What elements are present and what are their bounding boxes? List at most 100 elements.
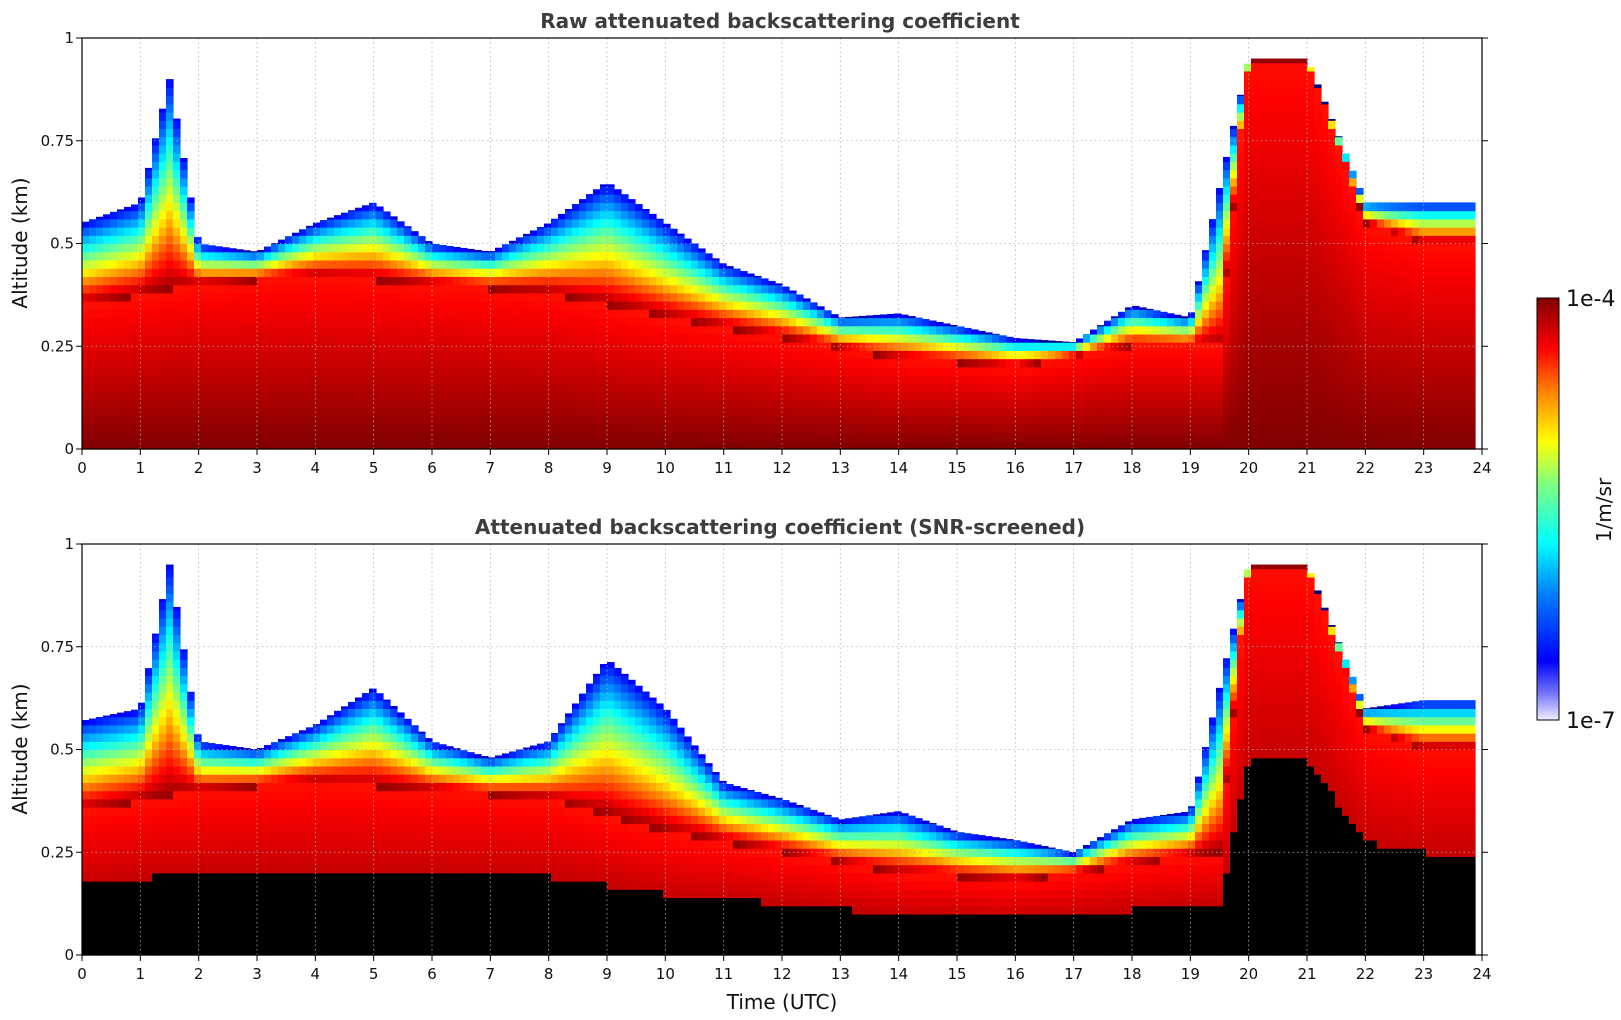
- heatmap-cell: [278, 333, 286, 343]
- heatmap-cell: [89, 235, 97, 245]
- heatmap-cell: [1293, 218, 1301, 228]
- heatmap-cell: [313, 333, 321, 343]
- heatmap-cell: [1349, 309, 1357, 319]
- heatmap-cell: [1223, 383, 1231, 393]
- heatmap-cell: [341, 432, 349, 442]
- heatmap-cell: [964, 366, 972, 376]
- heatmap-cell: [145, 432, 153, 442]
- heatmap-cell: [271, 350, 279, 360]
- heatmap-cell: [558, 251, 566, 261]
- heatmap-cell: [404, 375, 412, 384]
- heatmap-cell: [264, 383, 272, 393]
- heatmap-cell: [1258, 153, 1266, 162]
- heatmap-cell: [306, 276, 314, 286]
- heatmap-cell: [628, 218, 636, 228]
- heatmap-cell: [880, 325, 888, 335]
- heatmap-cell: [593, 227, 601, 236]
- heatmap-cell: [376, 440, 384, 450]
- heatmap-cell: [579, 366, 587, 376]
- heatmap-cell: [516, 268, 524, 277]
- heatmap-cell: [264, 424, 272, 434]
- heatmap-cell: [663, 301, 671, 310]
- heatmap-cell: [1349, 383, 1357, 393]
- heatmap-cell: [250, 440, 258, 450]
- heatmap-cell: [894, 317, 902, 327]
- heatmap-cell: [1321, 366, 1329, 376]
- heatmap-cell: [1265, 276, 1273, 286]
- heatmap-cell: [747, 325, 755, 335]
- heatmap-cell: [1041, 366, 1049, 376]
- heatmap-cell: [873, 440, 881, 450]
- heatmap-cell: [1293, 407, 1301, 417]
- heatmap-cell: [1272, 153, 1280, 162]
- heatmap-cell: [292, 235, 300, 245]
- heatmap-cell: [572, 251, 580, 261]
- heatmap-cell: [1111, 432, 1119, 442]
- heatmap-cell: [1153, 333, 1161, 343]
- heatmap-cell: [264, 407, 272, 417]
- heatmap-cell: [1062, 416, 1070, 425]
- heatmap-cell: [789, 375, 797, 384]
- heatmap-cell: [1279, 440, 1287, 450]
- heatmap-cell: [278, 276, 286, 286]
- heatmap-cell: [586, 251, 594, 261]
- heatmap-cell: [908, 424, 916, 434]
- heatmap-cell: [656, 268, 664, 277]
- heatmap-cell: [145, 169, 153, 179]
- heatmap-cell: [327, 375, 335, 384]
- heatmap-cell: [579, 227, 587, 236]
- heatmap-cell: [1160, 311, 1168, 319]
- heatmap-cell: [1314, 103, 1322, 113]
- heatmap-cell: [96, 358, 104, 368]
- heatmap-cell: [509, 432, 517, 442]
- heatmap-cell: [166, 407, 174, 417]
- heatmap-cell: [740, 375, 748, 384]
- heatmap-cell: [649, 424, 657, 434]
- heatmap-cell: [299, 424, 307, 434]
- heatmap-cell: [747, 424, 755, 434]
- heatmap-cell: [831, 416, 839, 425]
- heatmap-cell: [1272, 227, 1280, 236]
- heatmap-cell: [488, 350, 496, 360]
- heatmap-cell: [572, 383, 580, 393]
- heatmap-cell: [593, 276, 601, 286]
- heatmap-cell: [453, 350, 461, 360]
- heatmap-cell: [516, 243, 524, 253]
- heatmap-cell: [635, 432, 643, 442]
- heatmap-cell: [978, 383, 986, 393]
- heatmap-cell: [572, 391, 580, 401]
- heatmap-cell: [1300, 136, 1308, 146]
- heatmap-cell: [1223, 251, 1231, 261]
- heatmap-cell: [726, 375, 734, 384]
- heatmap-cell: [733, 276, 741, 286]
- heatmap-cell: [684, 440, 692, 450]
- heatmap-cell: [341, 276, 349, 286]
- heatmap-cell: [873, 375, 881, 384]
- heatmap-cell: [390, 391, 398, 401]
- heatmap-cell: [740, 407, 748, 417]
- heatmap-cell: [1342, 432, 1350, 442]
- heatmap-cell: [1398, 202, 1406, 212]
- heatmap-cell: [768, 407, 776, 417]
- heatmap-cell: [558, 213, 566, 220]
- heatmap-cell: [894, 424, 902, 434]
- heatmap-cell: [1279, 399, 1287, 409]
- heatmap-cell: [180, 218, 188, 228]
- heatmap-cell: [880, 416, 888, 425]
- heatmap-cell: [460, 416, 468, 425]
- heatmap-cell: [1349, 218, 1357, 228]
- heatmap-cell: [1300, 153, 1308, 162]
- heatmap-cell: [929, 333, 937, 343]
- heatmap-cell: [880, 375, 888, 384]
- heatmap-cell: [621, 317, 629, 327]
- heatmap-cell: [180, 366, 188, 376]
- heatmap-cell: [474, 375, 482, 384]
- heatmap-cell: [229, 432, 237, 442]
- heatmap-cell: [593, 342, 601, 351]
- heatmap-cell: [390, 218, 398, 228]
- heatmap-cell: [1237, 161, 1245, 171]
- heatmap-cell: [1272, 79, 1280, 88]
- heatmap-cell: [908, 350, 916, 360]
- heatmap-cell: [516, 383, 524, 393]
- heatmap-cell: [705, 333, 713, 343]
